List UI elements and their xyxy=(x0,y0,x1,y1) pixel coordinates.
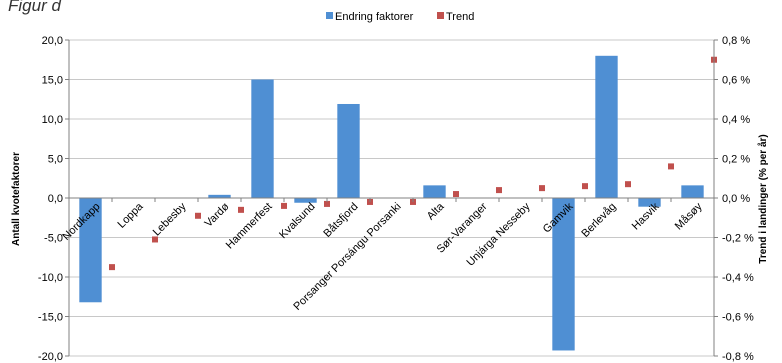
y-axis-label-left: Antall kvotefaktorer xyxy=(11,152,22,246)
figure-label: Figur d xyxy=(8,0,61,15)
legend-swatch-trend xyxy=(437,12,444,19)
bar-4 xyxy=(208,194,231,198)
y-tick-label-left: 10,0 xyxy=(42,114,63,126)
bar-1 xyxy=(79,198,102,303)
y-tick-label-right: 0,0 % xyxy=(722,193,750,205)
y-ticks-left: 20,0 15,0 10,0 5,0 0,0 -5,0 -10,0 -15,0 -20,0 xyxy=(38,35,63,363)
category-label-15: Måsøy xyxy=(673,200,705,232)
category-label-5: Hammerfest xyxy=(224,201,275,252)
trend-point-4 xyxy=(238,206,244,213)
y-tick-label-left: -10,0 xyxy=(38,272,63,284)
trend-points xyxy=(109,56,717,271)
trend-point-6 xyxy=(324,200,330,207)
category-label-3: Lebesby xyxy=(151,200,189,238)
trend-point-12 xyxy=(582,183,588,190)
trend-point-9 xyxy=(453,191,459,198)
bars xyxy=(79,55,704,351)
legend: Endring faktorer Trend xyxy=(326,11,474,23)
y-tick-label-right: 0,2 % xyxy=(722,154,750,166)
trend-point-11 xyxy=(539,185,545,192)
y-tick-label-right: 0,4 % xyxy=(722,114,750,126)
legend-label-bar: Endring faktorer xyxy=(335,11,414,23)
y-tick-label-left: -5,0 xyxy=(44,233,63,245)
y-tick-label-left: 20,0 xyxy=(42,35,63,47)
y-tick-label-left: 15,0 xyxy=(42,75,63,87)
trend-point-10 xyxy=(496,187,502,194)
legend-label-trend: Trend xyxy=(446,11,474,23)
bar-9 xyxy=(423,185,446,198)
bar-7 xyxy=(337,103,360,198)
category-label-9: Alta xyxy=(425,200,448,223)
y-ticks-right: 0,8 % 0,6 % 0,4 % 0,2 % 0,0 % -0,2 % -0,4 % -0,… xyxy=(722,35,754,363)
y-axis-label-right: Trend i landinger (% per år) xyxy=(757,134,769,263)
bar-5 xyxy=(251,79,274,198)
y-tick-label-left: -20,0 xyxy=(38,351,63,363)
trend-point-14 xyxy=(668,163,674,170)
bar-14 xyxy=(638,198,661,207)
y-tick-label-right: -0,2 % xyxy=(722,233,754,245)
trend-point-3 xyxy=(195,212,201,219)
bar-15 xyxy=(681,185,704,198)
category-label-2: Loppa xyxy=(116,200,147,231)
category-label-13: Berlevåg xyxy=(579,201,618,240)
trend-point-5 xyxy=(281,202,287,209)
trend-point-1 xyxy=(109,264,115,271)
trend-point-2 xyxy=(152,236,158,243)
bar-13 xyxy=(595,55,618,198)
y-tick-label-left: -15,0 xyxy=(38,312,63,324)
category-label-4: Vardø xyxy=(203,200,232,229)
y-tick-label-left: 5,0 xyxy=(48,154,63,166)
y-tick-label-right: 0,6 % xyxy=(722,75,750,87)
axes xyxy=(65,39,718,357)
y-tick-label-right: -0,6 % xyxy=(722,312,754,324)
y-tick-label-right: 0,8 % xyxy=(722,35,750,47)
y-tick-label-right: -0,8 % xyxy=(722,351,754,363)
bar-12 xyxy=(552,198,575,351)
y-tick-label-right: -0,4 % xyxy=(722,272,754,284)
legend-swatch-bar xyxy=(326,12,333,19)
y-tick-label-left: 0,0 xyxy=(48,193,63,205)
trend-point-13 xyxy=(625,181,631,188)
bar-6 xyxy=(294,198,317,203)
